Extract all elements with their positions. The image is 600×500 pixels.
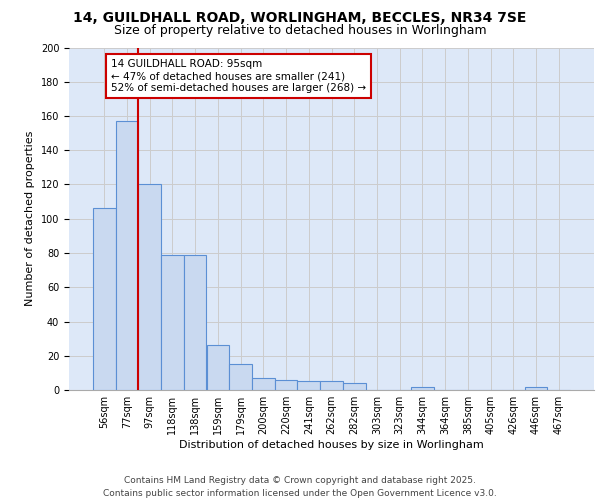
Bar bbox=[161, 254, 184, 390]
X-axis label: Distribution of detached houses by size in Worlingham: Distribution of detached houses by size … bbox=[179, 440, 484, 450]
Bar bbox=[275, 380, 298, 390]
Bar bbox=[252, 378, 275, 390]
Bar bbox=[206, 346, 229, 390]
Bar bbox=[320, 382, 343, 390]
Text: 14, GUILDHALL ROAD, WORLINGHAM, BECCLES, NR34 7SE: 14, GUILDHALL ROAD, WORLINGHAM, BECCLES,… bbox=[73, 11, 527, 25]
Y-axis label: Number of detached properties: Number of detached properties bbox=[25, 131, 35, 306]
Bar bbox=[298, 382, 320, 390]
Bar bbox=[343, 383, 365, 390]
Text: 14 GUILDHALL ROAD: 95sqm
← 47% of detached houses are smaller (241)
52% of semi-: 14 GUILDHALL ROAD: 95sqm ← 47% of detach… bbox=[111, 60, 366, 92]
Bar bbox=[93, 208, 116, 390]
Bar bbox=[139, 184, 161, 390]
Bar bbox=[184, 254, 206, 390]
Text: Size of property relative to detached houses in Worlingham: Size of property relative to detached ho… bbox=[113, 24, 487, 37]
Bar bbox=[116, 121, 139, 390]
Bar bbox=[524, 386, 547, 390]
Bar bbox=[411, 386, 434, 390]
Bar bbox=[229, 364, 252, 390]
Text: Contains HM Land Registry data © Crown copyright and database right 2025.
Contai: Contains HM Land Registry data © Crown c… bbox=[103, 476, 497, 498]
